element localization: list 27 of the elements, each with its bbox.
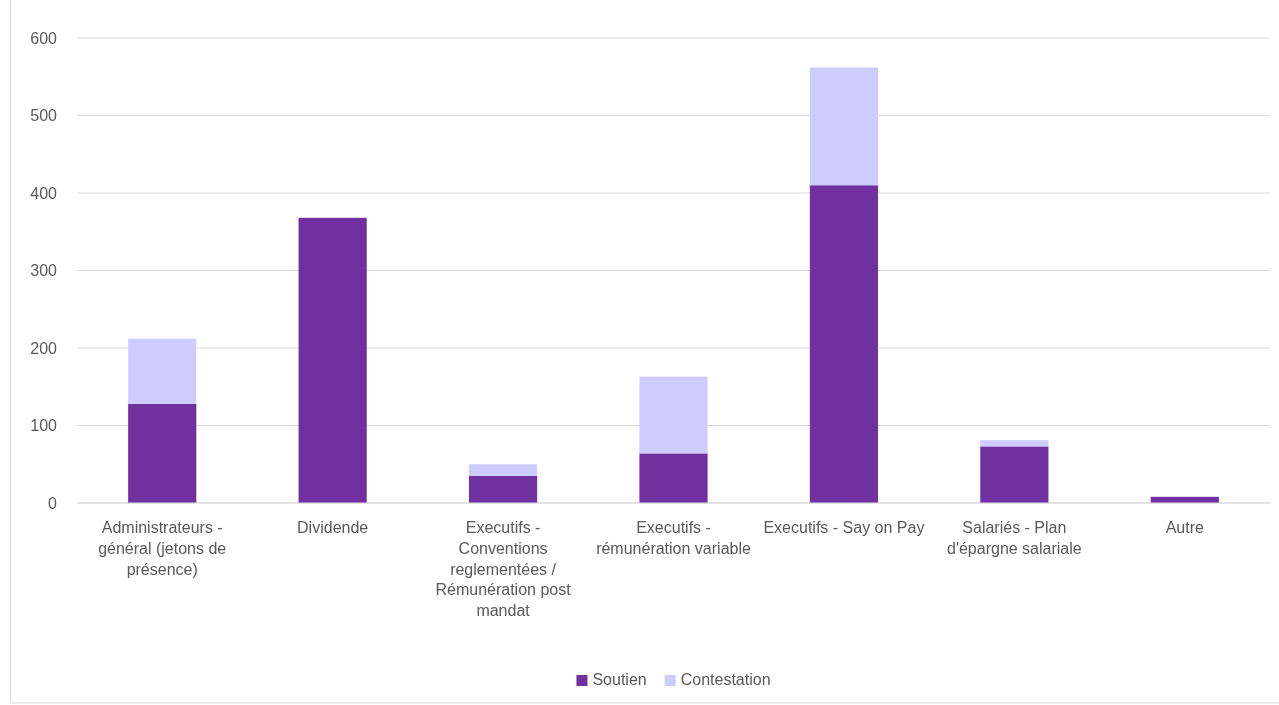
bar [468, 464, 538, 476]
y-tick-label: 300 [30, 262, 58, 280]
y-tick-label: 500 [30, 107, 58, 125]
bar [128, 403, 197, 503]
bar [809, 67, 879, 186]
bar [809, 185, 879, 503]
x-tick-label: Dividende [297, 519, 369, 536]
x-tick-label: Executifs - Say on Pay [763, 519, 925, 536]
x-tick-label: Executifs - Conventions reglementées / Rémunération post mandat [435, 519, 572, 620]
bar [128, 338, 197, 404]
y-tick-label: 0 [48, 494, 58, 512]
bar [639, 376, 708, 454]
x-tick-label: Administrateurs - général (jetons de présence) [98, 519, 227, 578]
x-tick-label: Salariés - Plan d'épargne salariale [947, 519, 1082, 557]
bar [980, 446, 1049, 503]
bar [980, 440, 1049, 447]
legend-label: Soutien [592, 671, 647, 688]
y-tick-label: 200 [30, 339, 58, 357]
bar [639, 453, 708, 503]
bar [298, 217, 367, 503]
y-tick-label: 100 [30, 417, 58, 435]
bar [468, 475, 538, 503]
legend-label: Contestation [680, 671, 771, 688]
y-tick-label: 600 [30, 29, 58, 47]
y-tick-label: 400 [30, 184, 58, 202]
x-tick-label: Autre [1165, 519, 1204, 536]
x-tick-label: Executifs - rémunération variable [596, 519, 751, 557]
